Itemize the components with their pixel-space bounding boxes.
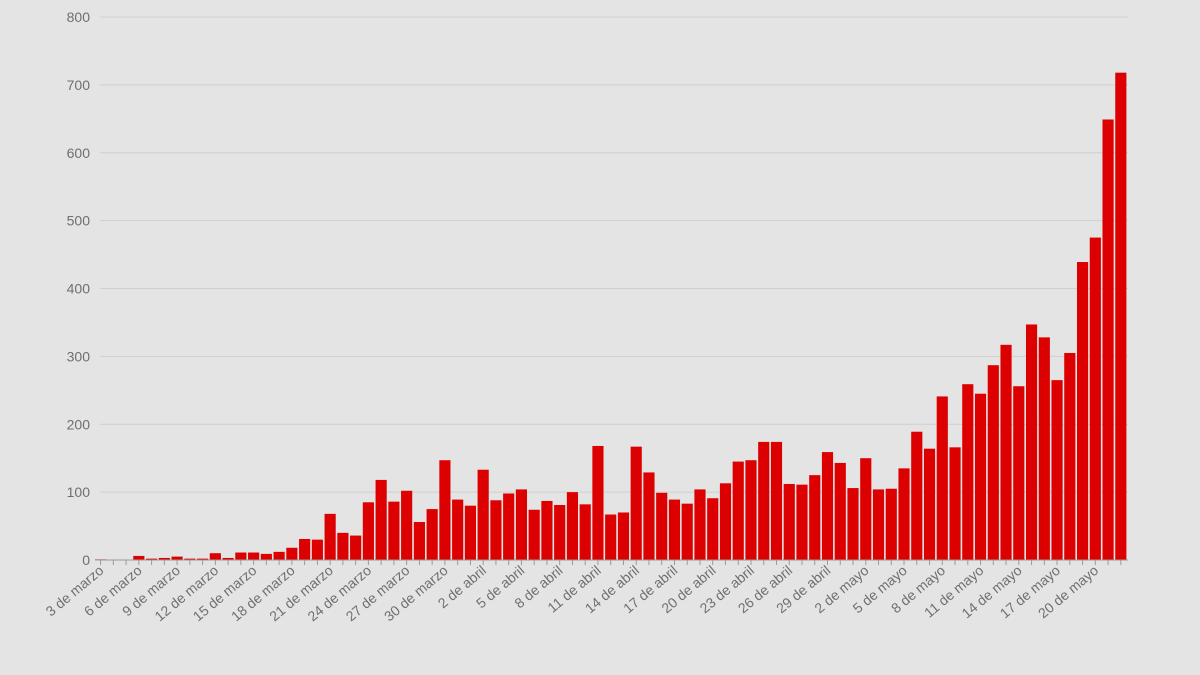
bar: 22 de abril: 145 [732, 461, 744, 560]
bar: 17 de marzo: 12 [273, 551, 285, 560]
bar: 1 de abril: 80 [464, 505, 476, 560]
y-tick-label: 0 [82, 552, 90, 568]
bar: 27 de abril: 111 [796, 484, 808, 560]
bar: 10 de marzo: 2 [184, 558, 196, 560]
bar: 13 de abril: 70 [617, 512, 630, 560]
bar: 3 de abril: 88 [490, 500, 502, 560]
bar: 30 de marzo: 147 [439, 460, 451, 560]
bar: 8 de marzo: 3 [158, 557, 170, 560]
bar: 4 de mayo: 105 [885, 488, 897, 560]
bar: 29 de marzo: 75 [426, 509, 438, 560]
bar: 14 de mayo: 256 [1013, 386, 1025, 560]
y-tick-label: 100 [67, 484, 91, 500]
bar: 7 de mayo: 164 [923, 448, 936, 560]
bar: 21 de marzo: 68 [324, 513, 336, 560]
bar: 25 de marzo: 118 [375, 479, 387, 560]
bar: 9 de marzo: 5 [171, 556, 183, 560]
bar: 10 de abril: 82 [579, 504, 591, 560]
bar: 19 de marzo: 31 [299, 538, 311, 560]
bar: 1 de mayo: 106 [847, 488, 859, 560]
bar: 2 de mayo: 150 [860, 458, 872, 560]
bar: 19 de abril: 104 [694, 489, 706, 560]
y-tick-label: 700 [67, 77, 91, 93]
y-tick-label: 300 [67, 348, 91, 364]
bar: 14 de abril: 167 [630, 446, 642, 560]
bar: 5 de mayo: 135 [898, 468, 910, 560]
y-tick-label: 800 [67, 9, 91, 25]
bar: 28 de marzo: 56 [413, 521, 425, 560]
bar: 12 de mayo: 287 [987, 365, 999, 560]
bar: 23 de marzo: 36 [350, 535, 362, 560]
y-axis-labels: 0 100 200 300 400 500 600 700 800 [67, 9, 91, 568]
bar: 13 de marzo: 3 [222, 557, 234, 560]
bars-layer: 3 de marzo: 14 de marzo: 05 de marzo: 06… [95, 72, 1127, 561]
bar: 10 de mayo: 259 [962, 384, 974, 560]
bar: 30 de abril: 143 [834, 462, 846, 560]
bar: 26 de abril: 112 [783, 483, 795, 560]
bar: 7 de abril: 87 [541, 500, 553, 560]
bar: 7 de marzo: 2 [146, 558, 158, 560]
bar: 24 de marzo: 85 [362, 502, 374, 560]
bar: 27 de marzo: 102 [401, 490, 413, 560]
bar: 23 de abril: 147 [745, 460, 757, 560]
bar: 31 de marzo: 89 [452, 499, 464, 560]
bar: 14 de marzo: 11 [235, 552, 247, 560]
bar: 22 de mayo: 718 [1115, 72, 1127, 560]
y-tick-label: 500 [67, 213, 91, 229]
bar: 18 de mayo: 305 [1064, 352, 1076, 560]
bar: 16 de abril: 99 [656, 492, 668, 560]
bar: 21 de mayo: 649 [1102, 119, 1114, 561]
bar: 6 de mayo: 189 [911, 431, 923, 560]
bar: 17 de mayo: 265 [1051, 380, 1063, 560]
bar: 2 de abril: 133 [477, 469, 489, 560]
bar: 16 de marzo: 9 [260, 553, 272, 560]
bar: 5 de abril: 104 [515, 489, 527, 560]
bar: 13 de mayo: 317 [1000, 344, 1012, 560]
y-tick-label: 200 [67, 416, 91, 432]
bar: 24 de abril: 174 [758, 441, 770, 560]
bar: 4 de abril: 98 [503, 493, 515, 560]
bar: 11 de mayo: 245 [974, 393, 987, 560]
bar: 6 de abril: 74 [528, 509, 540, 560]
bar: 19 de mayo: 439 [1076, 262, 1089, 560]
bar: 25 de abril: 174 [770, 441, 783, 560]
bar: 9 de abril: 100 [566, 492, 579, 561]
bar: 3 de mayo: 104 [872, 489, 885, 560]
bar: 28 de abril: 125 [809, 475, 821, 560]
bar: 15 de abril: 129 [643, 472, 655, 560]
bar: 20 de mayo: 475 [1089, 237, 1101, 560]
bar: 29 de abril: 159 [821, 452, 834, 560]
bar: 17 de abril: 89 [668, 499, 681, 560]
bar: 21 de abril: 113 [719, 483, 732, 560]
bar: 20 de marzo: 30 [311, 539, 323, 560]
bar: 20 de abril: 91 [707, 498, 719, 560]
bar: 26 de marzo: 86 [388, 501, 400, 560]
bar: 16 de mayo: 328 [1038, 337, 1050, 560]
bar: 6 de marzo: 6 [133, 555, 145, 560]
bar: 18 de marzo: 18 [286, 547, 298, 560]
bar: 22 de marzo: 40 [337, 532, 349, 560]
bar: 12 de marzo: 10 [209, 553, 221, 560]
bar: 8 de mayo: 241 [936, 396, 948, 560]
bar: 15 de marzo: 11 [248, 552, 260, 560]
y-tick-label: 600 [67, 145, 91, 161]
bar: 15 de mayo: 347 [1025, 324, 1038, 560]
bar: 11 de marzo: 2 [197, 558, 209, 560]
grid-layer [100, 16, 1128, 493]
y-tick-label: 400 [67, 281, 91, 297]
bar: 18 de abril: 83 [681, 503, 693, 560]
bar: 8 de abril: 81 [554, 505, 566, 560]
bar: 12 de abril: 67 [605, 514, 617, 560]
bar: 9 de mayo: 166 [949, 447, 961, 560]
bar: 11 de abril: 168 [592, 445, 604, 560]
